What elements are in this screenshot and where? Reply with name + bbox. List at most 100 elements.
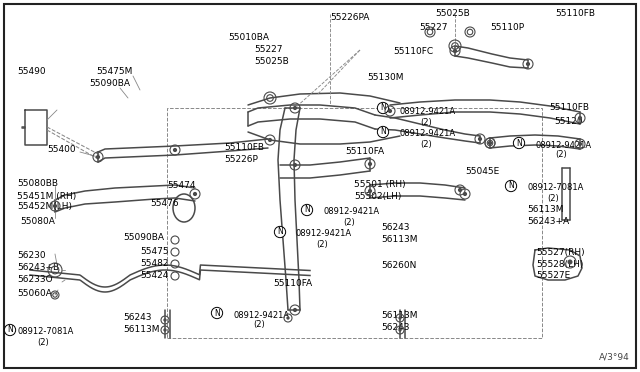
Text: 55452M(LH): 55452M(LH) — [17, 202, 72, 212]
Text: N: N — [7, 326, 13, 334]
Text: N: N — [508, 182, 514, 190]
Text: N: N — [380, 103, 386, 112]
Text: 55474: 55474 — [167, 182, 195, 190]
Circle shape — [293, 308, 297, 312]
Text: 55226PA: 55226PA — [330, 13, 369, 22]
Circle shape — [193, 192, 197, 196]
Text: 56113M: 56113M — [381, 235, 417, 244]
Circle shape — [368, 189, 372, 193]
Text: 55400: 55400 — [47, 145, 76, 154]
Text: 55475: 55475 — [140, 247, 168, 257]
Circle shape — [568, 260, 573, 264]
Text: 56243: 56243 — [381, 324, 410, 333]
Text: 55227: 55227 — [419, 23, 447, 32]
Circle shape — [368, 162, 372, 166]
Text: 56113M: 56113M — [527, 205, 563, 215]
Text: 08912-9421A: 08912-9421A — [535, 141, 591, 150]
Text: 55080BB: 55080BB — [17, 180, 58, 189]
Text: 08912-9421A: 08912-9421A — [323, 208, 379, 217]
Circle shape — [163, 328, 166, 332]
Text: (2): (2) — [37, 337, 49, 346]
Circle shape — [488, 141, 492, 145]
Text: (2): (2) — [555, 151, 567, 160]
Text: N: N — [304, 205, 310, 215]
Text: 56243+A: 56243+A — [527, 218, 569, 227]
Text: 55110FB: 55110FB — [555, 10, 595, 19]
Text: 55476: 55476 — [150, 199, 179, 208]
Text: 55482: 55482 — [140, 260, 168, 269]
Text: (2): (2) — [316, 240, 328, 248]
Text: 55010BA: 55010BA — [228, 33, 269, 42]
Text: (2): (2) — [253, 321, 265, 330]
Text: 56233O: 56233O — [17, 276, 52, 285]
Circle shape — [453, 49, 457, 53]
Text: 08912-7081A: 08912-7081A — [17, 327, 74, 337]
Text: 55226P: 55226P — [224, 155, 258, 164]
Text: 55475M: 55475M — [96, 67, 132, 77]
Text: 55080A: 55080A — [20, 218, 55, 227]
Text: 55110P: 55110P — [490, 23, 524, 32]
Circle shape — [293, 163, 297, 167]
Circle shape — [398, 328, 402, 332]
Text: N: N — [214, 308, 220, 317]
Text: 56113M: 56113M — [123, 326, 159, 334]
Text: 55110FC: 55110FC — [393, 48, 433, 57]
Text: 55451M (RH): 55451M (RH) — [17, 192, 76, 201]
Text: 55110FA: 55110FA — [273, 279, 312, 289]
Text: N: N — [277, 228, 283, 237]
Circle shape — [163, 318, 166, 322]
Text: 56230: 56230 — [17, 251, 45, 260]
Circle shape — [53, 204, 57, 208]
Text: 55501 (RH): 55501 (RH) — [354, 180, 406, 189]
Text: 55528(LH): 55528(LH) — [536, 260, 584, 269]
Text: 55502(LH): 55502(LH) — [354, 192, 401, 201]
Text: (2): (2) — [343, 218, 355, 227]
Text: 56113M: 56113M — [381, 311, 417, 321]
Text: 55090BA: 55090BA — [89, 80, 130, 89]
Text: 08912-9421A: 08912-9421A — [400, 129, 456, 138]
Text: 55527E: 55527E — [536, 272, 570, 280]
Text: (2): (2) — [420, 118, 432, 126]
Text: N: N — [380, 128, 386, 137]
Text: 55527(RH): 55527(RH) — [536, 247, 584, 257]
Bar — [167, 108, 542, 338]
Circle shape — [578, 116, 582, 120]
Text: 56243+B: 56243+B — [17, 263, 59, 273]
Text: 08912-7081A: 08912-7081A — [527, 183, 584, 192]
Circle shape — [478, 137, 482, 141]
Circle shape — [96, 155, 100, 159]
Text: 55110FB: 55110FB — [224, 144, 264, 153]
Text: (2): (2) — [420, 140, 432, 148]
Text: A/3°94: A/3°94 — [599, 353, 630, 362]
Circle shape — [398, 316, 402, 320]
Text: 55424: 55424 — [140, 272, 168, 280]
Text: 55110FA: 55110FA — [345, 148, 384, 157]
Circle shape — [463, 192, 467, 196]
Text: 55227: 55227 — [254, 45, 282, 55]
Text: 55045E: 55045E — [465, 167, 499, 176]
Text: N: N — [516, 138, 522, 148]
Circle shape — [293, 106, 297, 110]
Text: (2): (2) — [547, 193, 559, 202]
Text: 55025B: 55025B — [435, 10, 470, 19]
Text: 55490: 55490 — [17, 67, 45, 77]
Circle shape — [286, 316, 290, 320]
Text: 08912-9421A: 08912-9421A — [400, 108, 456, 116]
Text: 56243: 56243 — [123, 314, 152, 323]
Text: 08912-9421A: 08912-9421A — [296, 230, 352, 238]
Circle shape — [173, 148, 177, 152]
Text: 55130M: 55130M — [367, 74, 403, 83]
Text: 56260N: 56260N — [381, 262, 417, 270]
Text: 55090BA: 55090BA — [123, 234, 164, 243]
Text: 55025B: 55025B — [254, 58, 289, 67]
Text: 55120: 55120 — [554, 118, 582, 126]
Circle shape — [268, 138, 272, 142]
Circle shape — [458, 188, 462, 192]
Text: 56243: 56243 — [381, 224, 410, 232]
Circle shape — [578, 142, 582, 146]
Circle shape — [526, 62, 530, 66]
Text: 08912-9421A: 08912-9421A — [233, 311, 289, 320]
Text: 55110FB: 55110FB — [549, 103, 589, 112]
Circle shape — [388, 109, 392, 113]
Text: 55060A: 55060A — [17, 289, 52, 298]
